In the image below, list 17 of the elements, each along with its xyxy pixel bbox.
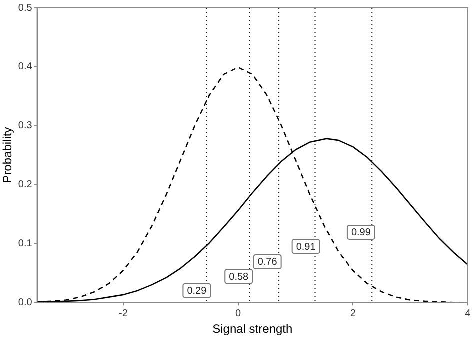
y-tick-label: 0.3 [18,120,33,132]
x-tick-label: -2 [118,308,128,320]
y-tick-label: 0.2 [18,180,33,191]
x-tick-label: 0 [236,308,242,320]
x-tick-label: 2 [350,308,356,320]
y-tick-label: 0.0 [18,297,33,308]
y-tick-label: 0.5 [18,2,33,14]
y-axis-title: Probability [0,127,15,184]
x-tick-label: 4 [465,308,472,320]
annotation: 0.76 [258,257,278,268]
annotation: 0.91 [296,242,316,253]
x-axis-title: Signal strength [212,322,293,336]
annotation: 0.29 [187,286,208,298]
annotation: 0.99 [351,228,372,239]
y-tick-label: 0.1 [18,238,33,250]
annotation: 0.58 [229,272,250,283]
y-tick-label: 0.4 [18,62,33,73]
